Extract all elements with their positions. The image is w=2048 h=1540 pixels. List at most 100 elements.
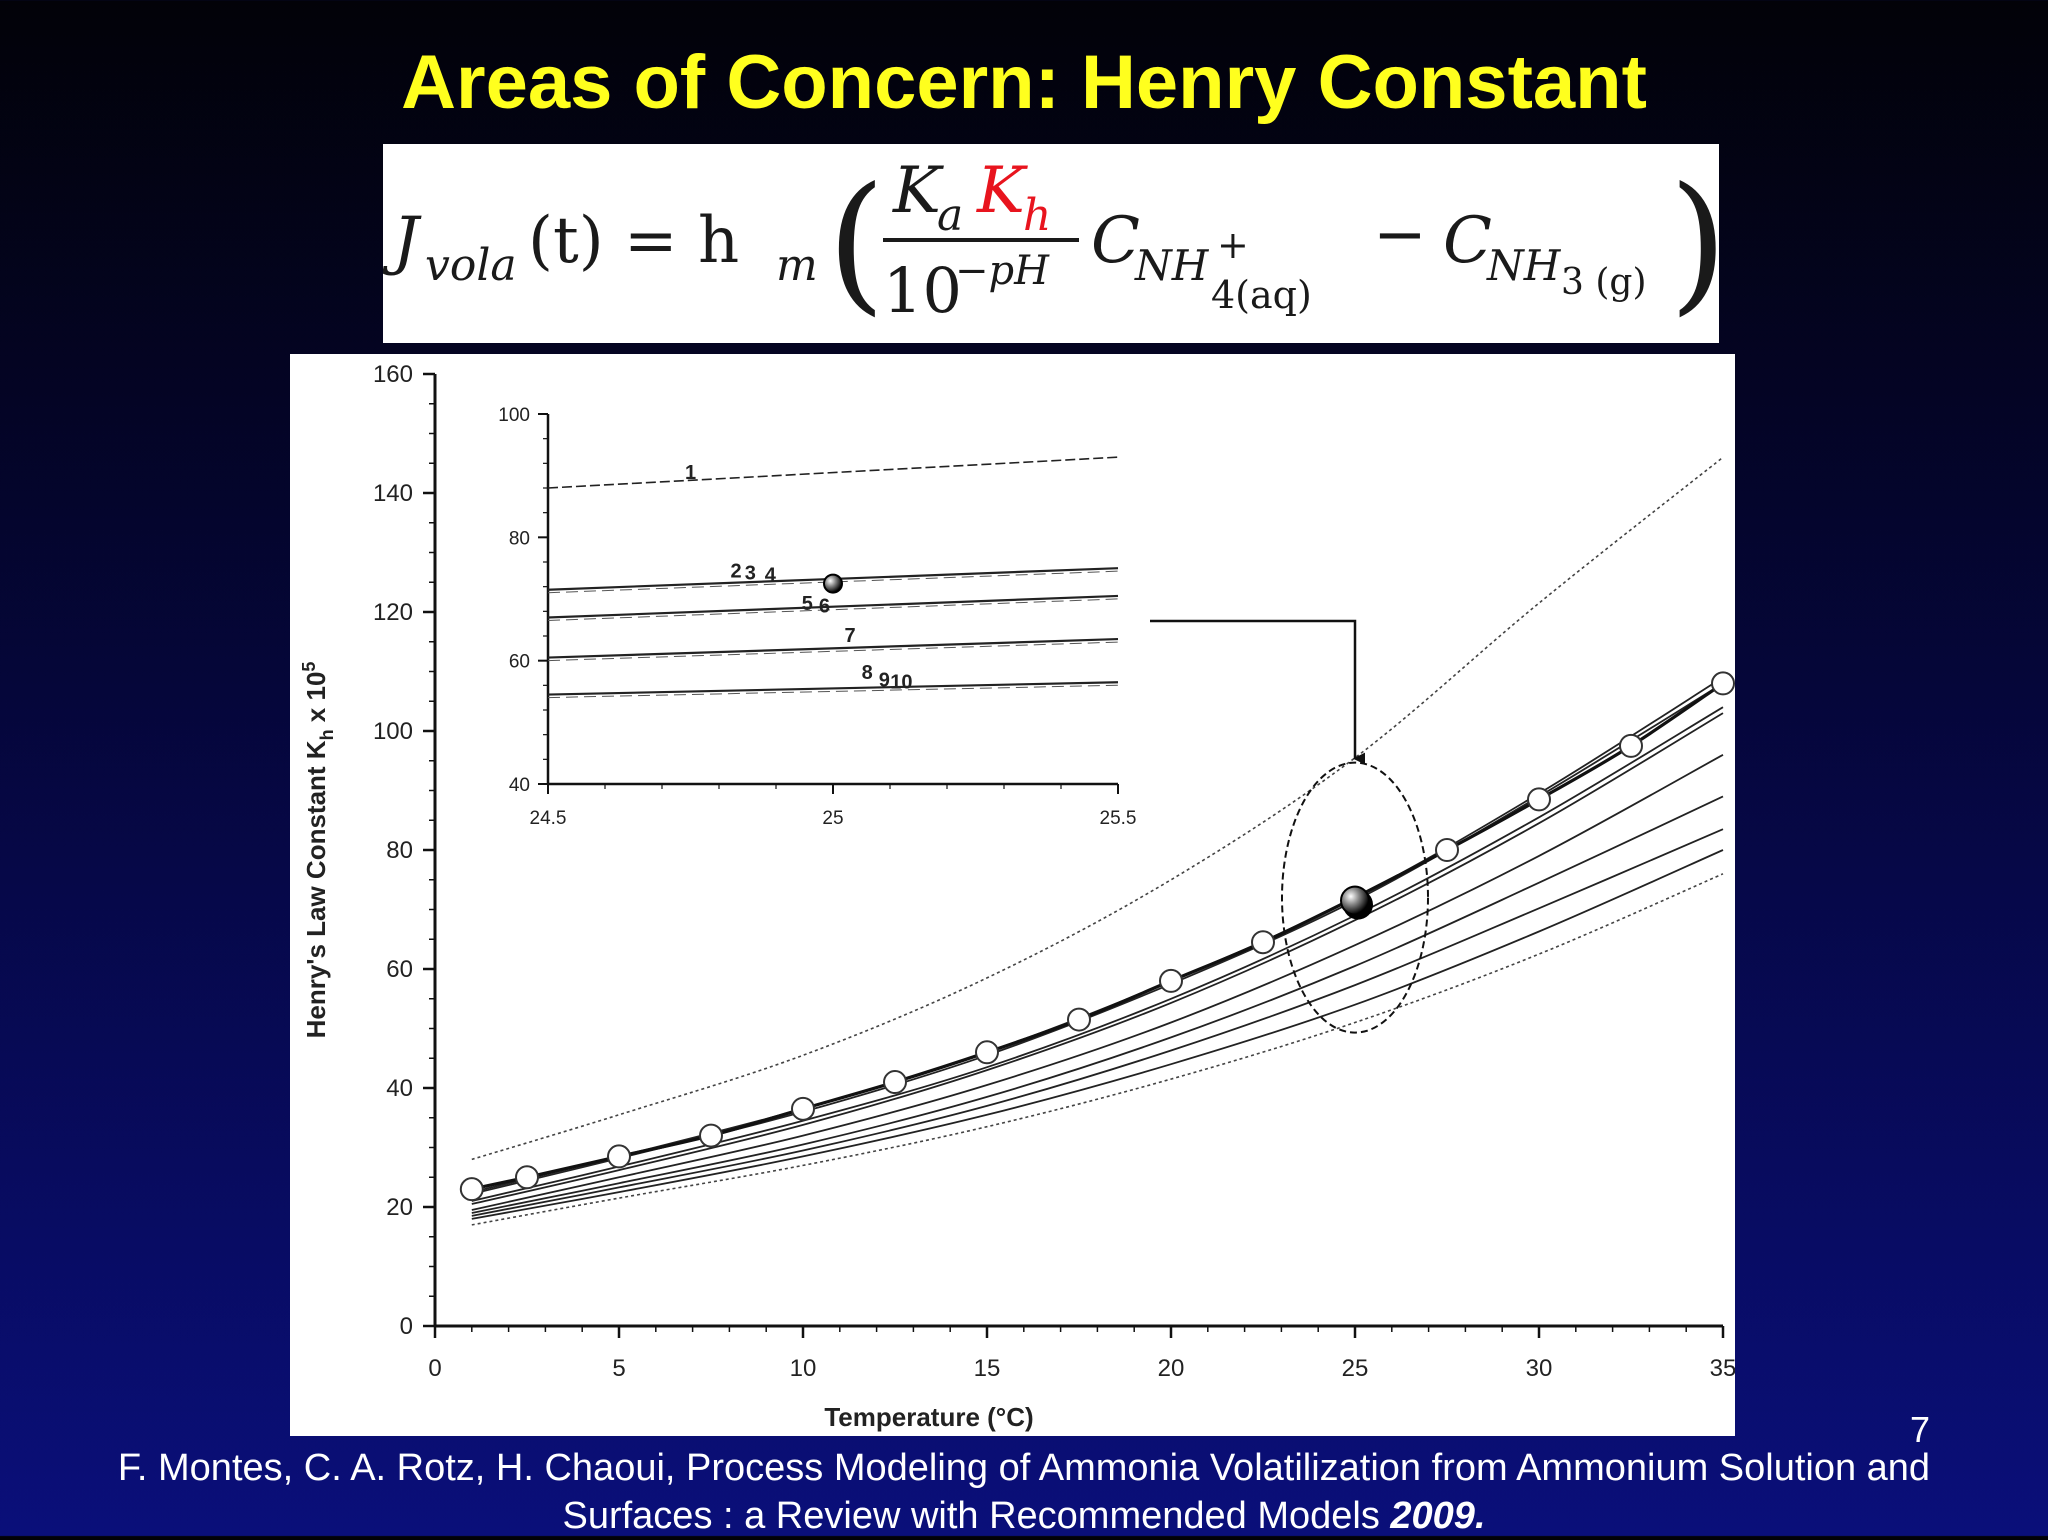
citation-year: 2009.: [1390, 1495, 1486, 1537]
inset-y-tick-label: 60: [509, 652, 530, 673]
data-point: [1067, 1007, 1091, 1032]
y-tick-label: 140: [373, 480, 413, 507]
x-tick-label: 5: [612, 1355, 625, 1382]
inset-x-tick-label: 24.5: [530, 808, 567, 829]
x-tick-label: 15: [974, 1355, 1001, 1382]
eq-C1-sup: +: [1217, 223, 1249, 267]
data-point: [1159, 968, 1183, 993]
inset-series-line-twin: [547, 598, 1119, 621]
inset-x-tick-label: 25: [822, 808, 843, 829]
inset-curve-label: 5: [802, 593, 813, 615]
eq-denominator-exp: −pH: [955, 248, 1050, 294]
series-line: [471, 682, 1724, 1195]
inset-series-line: [547, 637, 1119, 659]
inset-series-line-twin: [547, 570, 1119, 594]
y-tick-label: 120: [373, 599, 413, 626]
eq-C1-sub2: 4(aq): [1211, 273, 1312, 317]
eq-C2-sub: NH: [1486, 241, 1562, 290]
x-tick-label: 20: [1158, 1355, 1185, 1382]
zoom-arrow: [1150, 619, 1365, 765]
series-line: [471, 706, 1724, 1202]
inset-curve-label: 3: [745, 562, 756, 584]
y-tick-label: 40: [386, 1075, 413, 1102]
data-point: [1711, 671, 1735, 696]
data-point: [1619, 733, 1643, 758]
annotations: [1150, 619, 1429, 1034]
data-point: [1251, 930, 1275, 955]
eq-fraction-bar: [883, 238, 1079, 242]
eq-left-paren: (: [827, 156, 886, 330]
series-line: [471, 849, 1724, 1220]
inset-series-line: [547, 456, 1119, 489]
data-point: [791, 1096, 815, 1121]
inset-chart: 40 60 80 100 24.5 25 25.5 1 2 3 4 5 678 9 10: [498, 405, 1136, 829]
inset-series-line: [547, 594, 1119, 619]
inset-curve-label: 1: [685, 462, 696, 484]
y-tick-label: 100: [373, 718, 413, 745]
data-point: [699, 1123, 723, 1148]
data-point: [607, 1144, 631, 1169]
inset-x-tick-label: 25.5: [1100, 808, 1137, 829]
eq-Ka-sub: a: [937, 190, 963, 241]
data-point: [515, 1165, 539, 1190]
eq-J-sub: vola: [425, 240, 517, 291]
eq-hm-sub: m: [776, 240, 818, 291]
eq-Ka: K: [892, 154, 944, 228]
series-line: [471, 754, 1724, 1211]
eq-Kh-sub: h: [1023, 190, 1051, 241]
data-point: [459, 1177, 484, 1202]
series-line: [471, 873, 1724, 1226]
x-tick-label: 0: [428, 1355, 441, 1382]
inset-curve-label: 4: [765, 565, 777, 587]
inset-y-tick-label: 80: [509, 528, 530, 549]
citation-text: F. Montes, C. A. Rotz, H. Chaoui, Proces…: [117, 1447, 1931, 1537]
x-tick-label: 35: [1710, 1355, 1735, 1382]
series-line-markers: [471, 682, 1724, 1191]
x-axis-label: Temperature (°C): [824, 1402, 1033, 1432]
inset-series-line: [547, 681, 1119, 696]
highlight-point: [1340, 885, 1370, 916]
inset-curve-label: 10: [890, 671, 912, 693]
y-axis-label: Henry's Law Constant Kh x 105: [299, 662, 337, 1039]
series-line: [471, 712, 1724, 1205]
y-tick-label: 160: [373, 361, 413, 388]
inset-marker: [823, 573, 843, 594]
data-point: [975, 1040, 999, 1065]
eq-J: J: [383, 204, 422, 278]
y-tick-label: 80: [386, 837, 413, 864]
eq-C1-sub: NH: [1134, 241, 1210, 290]
y-tick-label: 0: [400, 1313, 413, 1340]
inset-curve-label: 6: [819, 596, 830, 618]
inset-curve-label: 2: [731, 560, 742, 582]
inset-series-line-twin: [547, 641, 1119, 662]
data-point: [1527, 787, 1551, 812]
inset-y-tick-label: 40: [509, 775, 530, 796]
inset-curve-label: 7: [845, 625, 856, 647]
series-line: [471, 828, 1724, 1217]
eq-C1: C: [1091, 204, 1140, 278]
x-tick-label: 30: [1526, 1355, 1553, 1382]
x-tick-label: 25: [1342, 1355, 1369, 1382]
inset-curve-label: 9: [879, 670, 890, 692]
series-line: [471, 676, 1724, 1193]
citation: F. Montes, C. A. Rotz, H. Chaoui, Proces…: [40, 1444, 2008, 1540]
inset-y-tick-label: 100: [498, 405, 530, 426]
y-tick-label: 60: [386, 956, 413, 983]
data-point: [883, 1070, 907, 1095]
eq-C2-sub2: 3 (g): [1561, 262, 1646, 303]
eq-right-paren: ): [1669, 156, 1719, 330]
inset-series-line-twin: [547, 684, 1119, 699]
data-point: [1435, 838, 1459, 862]
x-tick-label: 10: [790, 1355, 817, 1382]
slide-number: 7: [1909, 1409, 1931, 1450]
series-line: [471, 456, 1724, 1161]
inset-curve-label: 8: [862, 662, 873, 684]
equation-box: J vola (t) = h m ( K a K h 10 −pH C NH +…: [383, 144, 1719, 343]
eq-C2: C: [1443, 204, 1492, 278]
eq-Kh: K: [976, 154, 1028, 228]
slide-title: Areas of Concern: Henry Constant: [401, 40, 1647, 125]
eq-minus: −: [1373, 198, 1427, 272]
eq-denominator-base: 10: [883, 254, 962, 327]
y-tick-label: 20: [386, 1194, 413, 1221]
